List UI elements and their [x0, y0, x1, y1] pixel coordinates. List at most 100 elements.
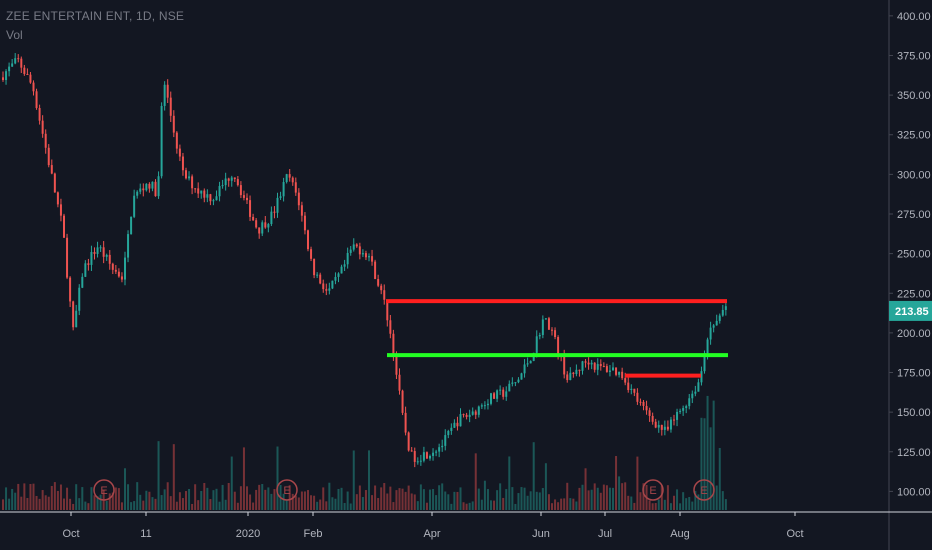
volume-bar: [258, 484, 261, 510]
volume-bar: [337, 488, 340, 510]
earnings-marker[interactable]: E: [693, 479, 715, 501]
candle-body: [114, 269, 117, 272]
volume-bar: [178, 492, 181, 510]
candle-body: [72, 301, 75, 328]
volume-bar: [517, 493, 520, 510]
candle-body: [124, 257, 126, 280]
candle-body: [575, 369, 578, 375]
candle-body: [669, 419, 672, 430]
candle-body: [50, 165, 53, 174]
candle-body: [99, 247, 102, 249]
volume-bar: [480, 499, 483, 510]
volume-bar: [169, 496, 172, 510]
volume-bar: [639, 492, 642, 510]
volume-bar: [84, 501, 87, 510]
volume-bar: [630, 496, 633, 510]
volume-bar: [221, 484, 224, 510]
candle-body: [145, 183, 148, 191]
volume-bar: [63, 498, 65, 510]
candle-body: [447, 430, 450, 436]
volume-bar: [435, 495, 438, 510]
candle-body: [264, 222, 267, 228]
trend-lines[interactable]: [386, 299, 728, 378]
candle-body: [218, 186, 221, 197]
candle-body: [541, 319, 544, 335]
candle-body: [453, 422, 456, 428]
price-axis[interactable]: 100.00 125.00 150.00 175.00 200.00 225.00 250.…: [889, 11, 931, 499]
candle-body: [11, 63, 14, 67]
volume-bar: [691, 501, 694, 510]
volume-bar: [685, 498, 688, 510]
time-tick-label: 2020: [236, 528, 260, 540]
volume-bar: [93, 495, 96, 510]
candle-body: [621, 371, 624, 379]
candle-body: [297, 192, 300, 206]
candle-body: [93, 251, 96, 254]
time-tick-label: 11: [140, 528, 151, 540]
candle-body: [331, 280, 334, 289]
candle-body: [386, 299, 389, 321]
candle-body: [697, 382, 700, 392]
candle-body: [29, 74, 32, 83]
volume-bar: [255, 489, 258, 510]
volume-bar: [72, 503, 75, 510]
volume-bar: [419, 484, 422, 510]
volume-bar: [69, 498, 72, 510]
candle-body: [450, 427, 453, 431]
candle-body: [133, 195, 136, 217]
earnings-marker[interactable]: E: [276, 479, 298, 501]
price-tick-label: 225.00: [897, 288, 931, 300]
volume-bar: [703, 418, 706, 510]
earnings-marker-ring: [93, 479, 115, 501]
candle-body: [282, 182, 285, 197]
candle-body: [246, 197, 248, 201]
candle-body: [300, 205, 303, 216]
volume-bar: [471, 501, 474, 510]
volume-bar: [682, 492, 685, 510]
earnings-marker[interactable]: E: [93, 479, 115, 501]
volume-bar: [358, 485, 361, 510]
volume-bar: [8, 498, 11, 510]
volume-bar: [111, 492, 114, 510]
volume-bar: [166, 482, 169, 510]
volume-bar: [496, 490, 499, 510]
volume-legend[interactable]: Vol: [6, 28, 23, 42]
candle-body: [395, 356, 398, 375]
candle-body: [584, 361, 587, 363]
candle-body: [233, 177, 236, 180]
candle-body: [590, 362, 593, 365]
earnings-marker[interactable]: E: [642, 479, 664, 501]
candle-body: [26, 73, 29, 75]
candle-body: [157, 176, 160, 197]
candle-body: [435, 451, 438, 453]
volume-bar: [398, 488, 401, 510]
candle-body: [505, 391, 508, 397]
candlesticks: [2, 53, 727, 468]
candle-body: [596, 364, 599, 370]
price-tick-label: 400.00: [897, 11, 931, 23]
volume-bar: [529, 491, 532, 510]
candle-body: [352, 244, 355, 250]
candle-body: [215, 196, 218, 201]
symbol-title[interactable]: ZEE ENTERTAIN ENT, 1D, NSE: [6, 9, 185, 23]
time-axis[interactable]: Oct 11 2020 Feb Apr Jun Jul Aug Oct: [62, 512, 804, 540]
candle-body: [154, 181, 157, 197]
volume-bar: [383, 483, 386, 510]
candle-body: [517, 379, 520, 383]
volume-bar: [694, 490, 697, 510]
volume-bar: [56, 490, 59, 510]
candle-body: [499, 389, 502, 391]
candle-body: [444, 435, 447, 446]
price-tick-label: 375.00: [897, 50, 931, 62]
volume-bar: [465, 503, 468, 510]
price-tick-label: 275.00: [897, 209, 931, 221]
candle-body: [349, 249, 352, 253]
candle-body: [53, 173, 56, 193]
volume-bar: [605, 485, 608, 510]
candle-body: [529, 360, 532, 364]
time-tick-label: Feb: [304, 528, 323, 540]
volume-bar: [657, 499, 660, 510]
